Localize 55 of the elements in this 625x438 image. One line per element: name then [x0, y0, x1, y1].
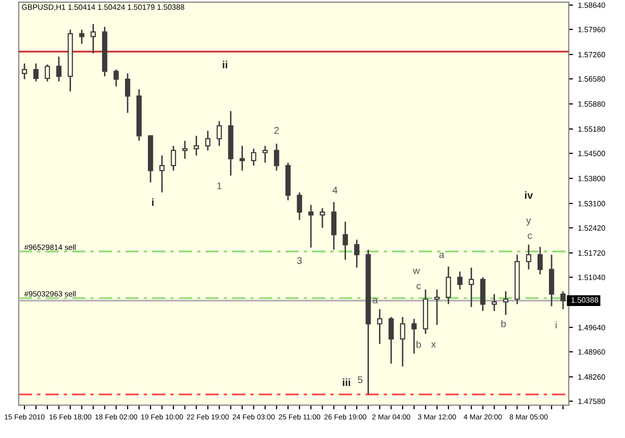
annotation: 3: [297, 257, 302, 264]
candlestick: [159, 154, 165, 194]
candlestick: [44, 64, 50, 82]
candlestick: [492, 293, 497, 312]
candlestick: [170, 145, 176, 172]
candlestick: [560, 290, 566, 310]
annotation: w: [412, 268, 420, 274]
candlestick: [114, 68, 119, 88]
candlestick: [124, 72, 130, 114]
candlestick: [468, 266, 474, 308]
annotation: c: [416, 284, 421, 290]
candlestick: [56, 56, 62, 82]
annotation: 1: [217, 182, 222, 190]
candlestick: [274, 142, 280, 172]
annotation: x: [431, 342, 436, 348]
annotation: i: [152, 198, 154, 206]
annotation: 2: [274, 126, 279, 134]
candlestick: [205, 130, 210, 152]
candlestick: [388, 316, 394, 364]
annotation: c: [528, 234, 532, 239]
candlestick: [296, 192, 302, 221]
candlestick: [457, 270, 463, 290]
annotation: a: [439, 252, 444, 258]
candlestick: [354, 238, 360, 268]
candlestick: [262, 145, 268, 164]
candlestick: [320, 207, 326, 229]
candlestick: [377, 308, 382, 345]
candlestick: [216, 120, 222, 147]
annotation: 5: [358, 376, 363, 384]
candlestick: [308, 204, 314, 248]
candlestick: [400, 316, 406, 368]
candlestick: [182, 140, 188, 160]
candlestick: [526, 244, 532, 270]
annotation: y: [526, 218, 532, 226]
candlestick: [194, 135, 199, 156]
candlestick: [240, 145, 245, 172]
annotation: b: [416, 340, 421, 348]
annotation: b: [501, 320, 506, 328]
candlestick: [331, 201, 336, 250]
annotation: 4: [332, 186, 338, 194]
candlestick: [33, 62, 39, 82]
candlestick: [79, 29, 84, 44]
candlestick: [537, 246, 543, 276]
annotation: iii: [342, 378, 350, 386]
candlestick: [503, 290, 508, 316]
candlestick: [90, 23, 96, 54]
candlestick: [411, 318, 417, 354]
annotation: i: [556, 321, 557, 328]
candlestick: [22, 62, 28, 80]
candlestick: [251, 148, 256, 166]
candlestick: [446, 266, 452, 305]
annotation: a: [372, 298, 378, 304]
candlestick: [342, 221, 348, 260]
annotation: ii: [222, 60, 228, 68]
annotation: iv: [525, 191, 533, 199]
